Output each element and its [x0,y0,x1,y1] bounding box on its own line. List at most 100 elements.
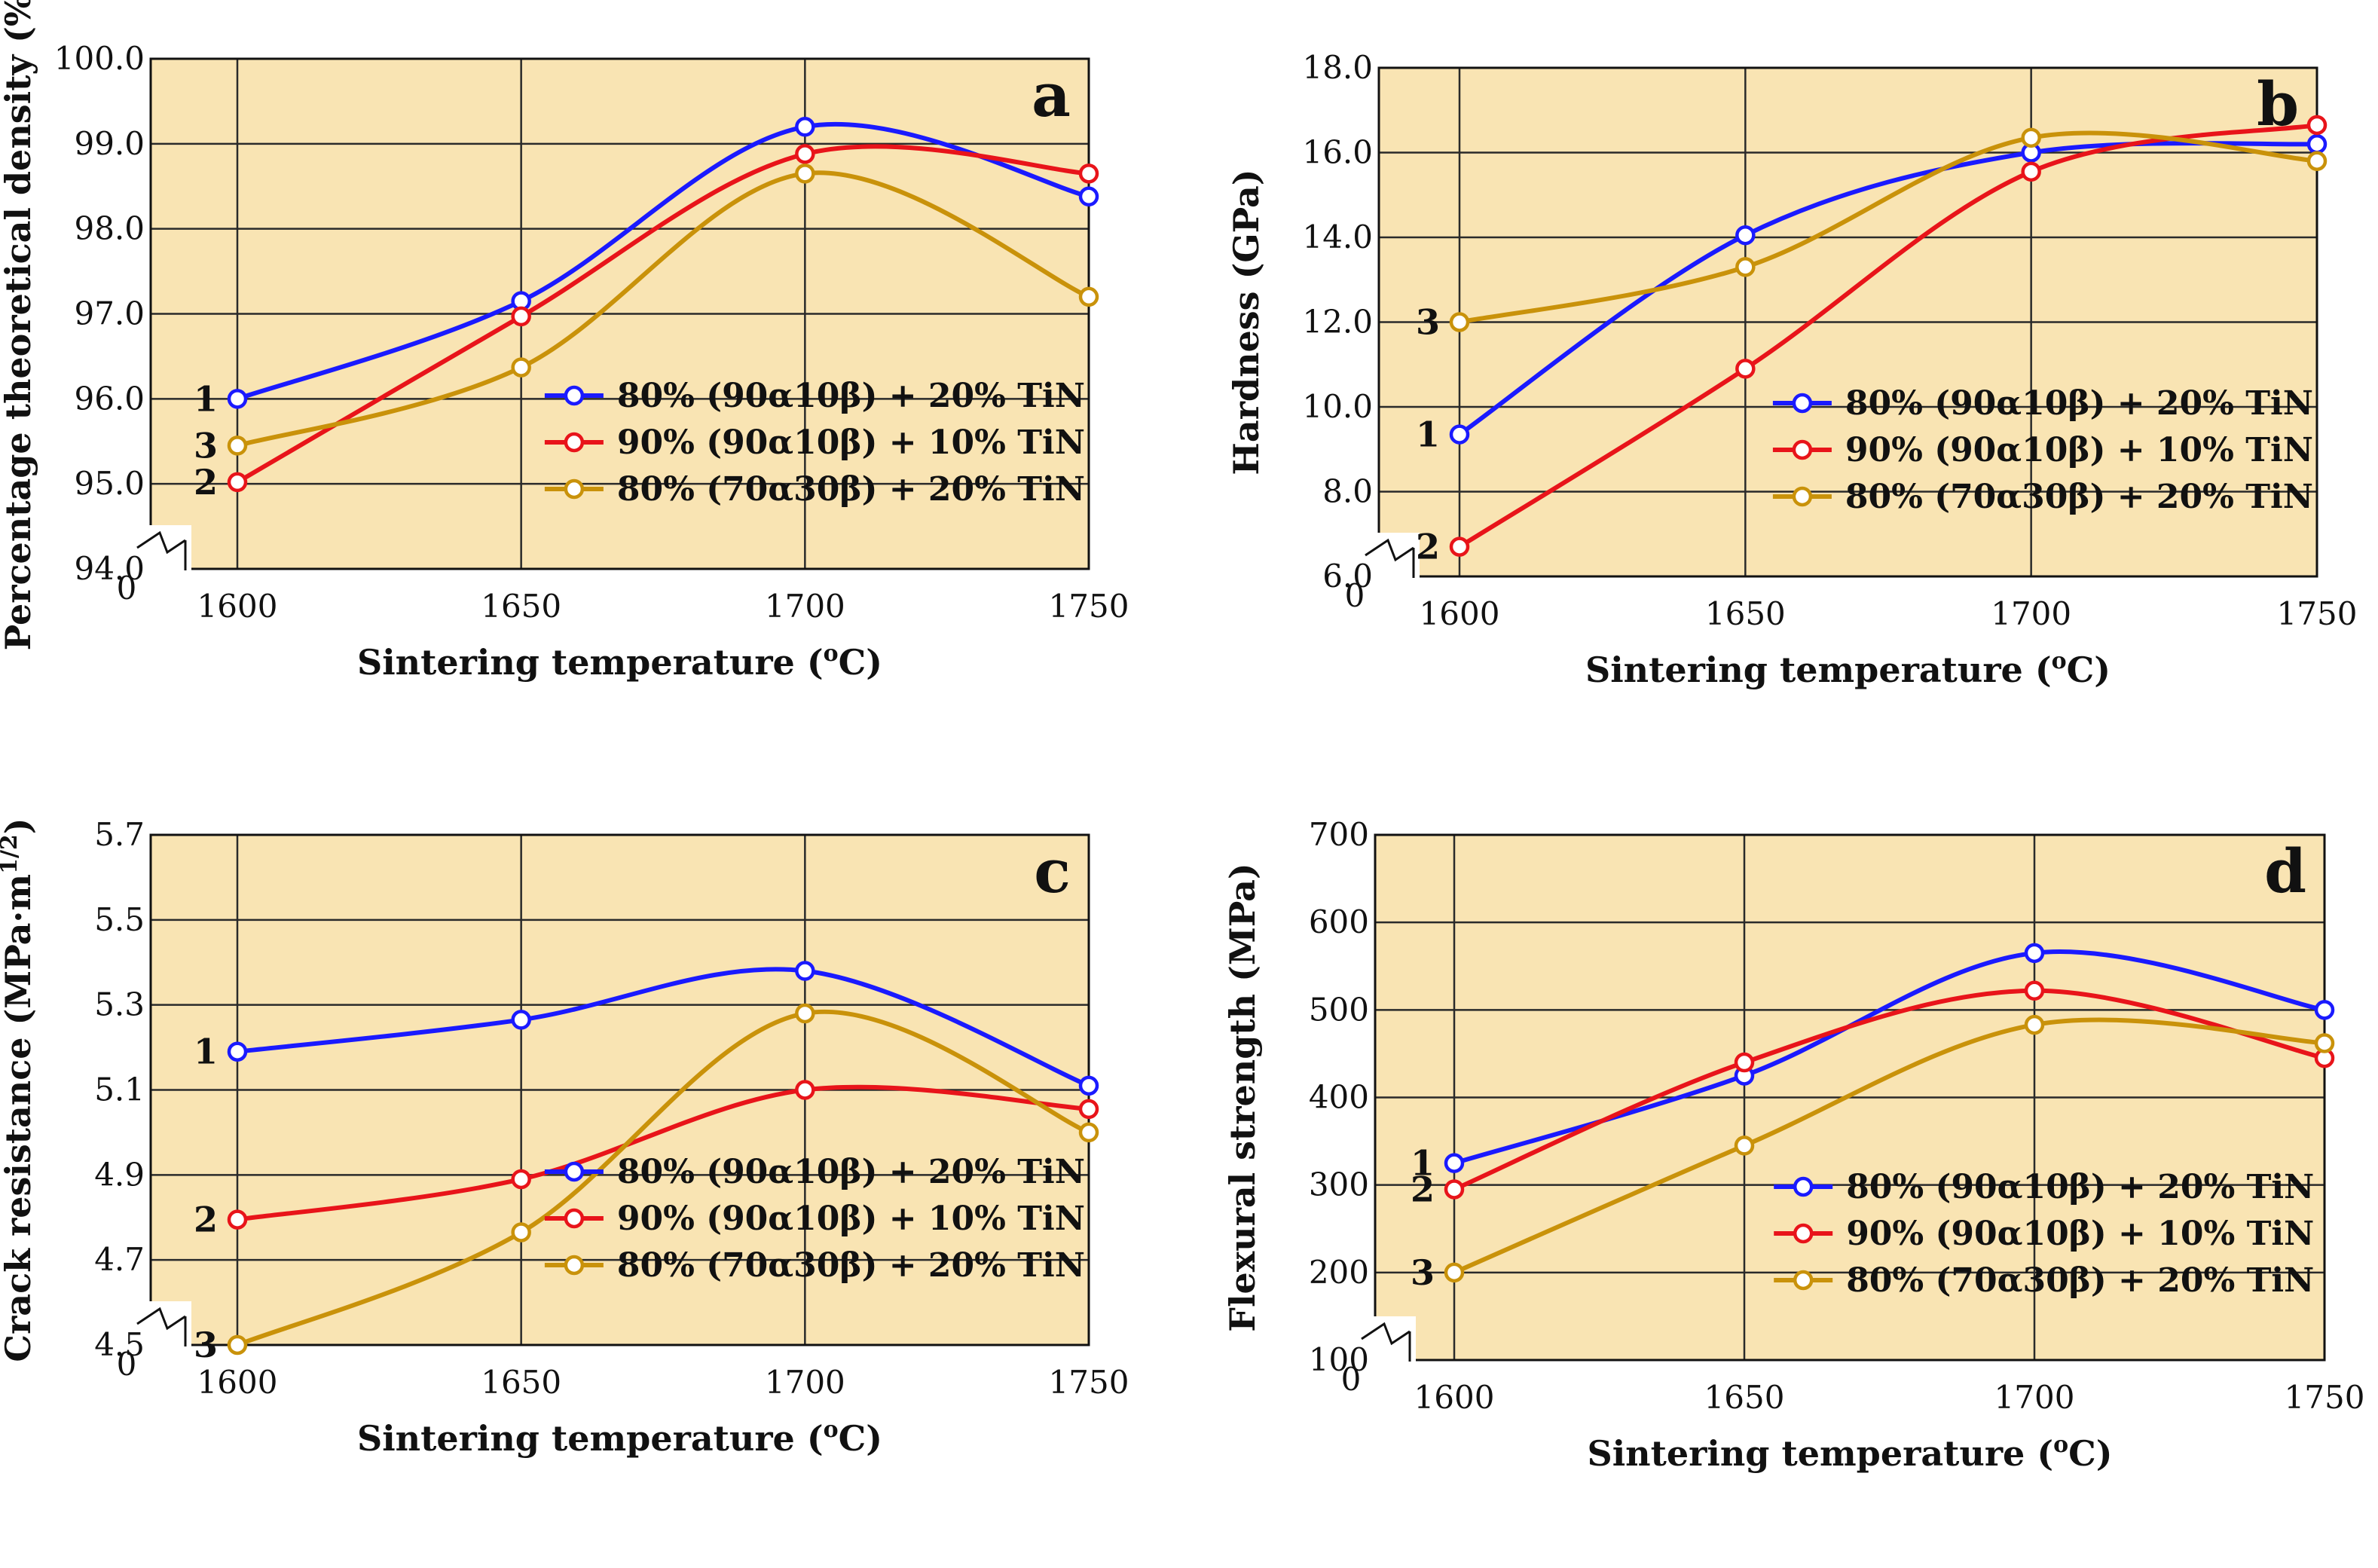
series-line-3 [1459,130,2318,325]
data-point [1078,186,1099,207]
x-tick-label: 1600 [1420,595,1500,632]
y-axis-label: Hardness (GPa) [1226,169,1267,475]
y-tick-label: 95.0 [74,465,145,502]
legend-entry: 80% (90α10β) + 20% TiN [1846,1168,2314,1206]
curve-label-3: 3 [1416,302,1440,343]
series-line-2 [1453,988,2325,1192]
data-point [511,357,531,377]
y-tick-label: 12.0 [1302,304,1373,341]
data-point [1449,536,1470,557]
data-point [2314,1033,2335,1053]
x-tick-label: 1650 [481,1364,561,1401]
y-tick-label: 5.3 [94,986,145,1023]
panel-letter: a [1032,60,1071,130]
x-axis-label: Sintering temperature (oC) [1585,648,2111,690]
series-line-3 [236,1009,1090,1347]
data-point [1449,424,1470,445]
series-line-2 [237,1084,1090,1222]
legend-entry: 80% (90α10β) + 20% TiN [617,1153,1085,1191]
y-tick-label: 200 [1309,1254,1369,1291]
data-point [2024,980,2045,1001]
legend-entry: 80% (90α10β) + 20% TiN [1845,384,2313,423]
x-tick-label: 1750 [2277,595,2358,632]
axis-zero-label: 0 [117,570,137,607]
data-point [227,1209,248,1230]
axis-break-marker [136,530,186,555]
y-tick-label: 4.7 [94,1241,145,1278]
data-point [227,389,248,409]
legend-swatch-marker [1793,1270,1814,1291]
y-axis-label: Percentage theoretical density (%) [0,0,38,650]
legend-entry: 90% (90α10β) + 10% TiN [617,423,1085,462]
data-point [1078,1075,1099,1096]
x-tick-label: 1600 [1414,1379,1495,1416]
y-tick-label: 5.5 [94,901,145,938]
y-tick-label: 10.0 [1302,388,1373,425]
data-point [227,436,248,456]
curve-label-1: 1 [194,1032,218,1072]
legend-entry: 80% (70α30β) + 20% TiN [1846,1261,2314,1300]
y-tick-label: 97.0 [74,295,145,332]
data-point [1444,1262,1465,1283]
x-tick-label: 1700 [765,588,845,625]
panel-letter: d [2264,836,2306,906]
legend-swatch-marker [1792,393,1813,414]
data-point [511,1169,531,1190]
data-point [511,1222,531,1242]
y-tick-label: 600 [1309,903,1369,940]
data-point [1734,1052,1755,1073]
data-point [795,164,815,184]
data-point [795,1080,815,1100]
curve-label-1: 1 [1416,414,1440,455]
series-line-1 [237,121,1090,402]
legend-entry: 80% (70α30β) + 20% TiN [1845,478,2313,516]
y-tick-label: 5.7 [94,816,145,853]
axis-zero-label: 0 [1341,1361,1362,1398]
data-point [2306,115,2328,136]
y-tick-label: 400 [1309,1079,1369,1116]
axis-zero-label: 0 [1345,577,1365,614]
data-point [227,1334,248,1356]
data-point [795,1003,815,1024]
chart-panel-b: 6.0 8.0 10.0 12.0 14.0 16.0 18.0 1600 1650 1700 17… [1226,49,2357,690]
x-tick-label: 1600 [197,1364,278,1401]
chart-panel-a: 94.0 95.0 96.0 97.0 98.0 99.0 100.0 1600 1650 170… [0,0,1129,683]
curve-label-2: 2 [194,1200,218,1240]
data-point [1735,257,1756,277]
legend-swatch-marker [564,432,585,453]
curve-label-2: 2 [1416,527,1440,567]
x-tick-label: 1700 [1991,595,2071,632]
axis-break-mask [1374,533,1420,581]
series-line-1 [1453,949,2325,1166]
data-point [1444,1179,1465,1200]
y-tick-label: 500 [1309,991,1369,1028]
data-point [2021,161,2041,182]
axis-zero-label: 0 [117,1346,137,1383]
plot-frame [1377,66,2318,578]
chart-panel-c: 4.5 4.7 4.9 5.1 5.3 5.5 5.7 1600 1650 1700 1750 0 1 2… [0,816,1129,1459]
curve-label-2: 2 [194,462,218,503]
data-point [2024,1014,2045,1035]
data-point [2021,127,2041,148]
panel-letter: c [1034,836,1071,906]
y-tick-label: 94.0 [74,550,145,587]
x-axis-label: Sintering temperature (oC) [357,1417,882,1459]
y-tick-label: 300 [1309,1166,1369,1203]
panel-letter: b [2257,69,2299,139]
legend-swatch-marker [564,1255,585,1276]
data-point [2306,151,2328,171]
legend-swatch-marker [1793,1223,1814,1244]
data-point [1444,1153,1465,1173]
data-point [1078,1122,1099,1143]
y-tick-label: 99.0 [74,125,145,162]
series-line-2 [236,144,1090,484]
y-tick-label: 18.0 [1302,49,1373,86]
data-point [1734,1136,1755,1156]
y-tick-label: 700 [1309,816,1369,853]
data-point [2306,134,2328,154]
legend-swatch-marker [1792,439,1813,460]
data-point [2024,943,2045,964]
plot-frame [149,57,1090,570]
data-point [2314,1000,2335,1020]
curve-label-2: 2 [1411,1169,1435,1209]
